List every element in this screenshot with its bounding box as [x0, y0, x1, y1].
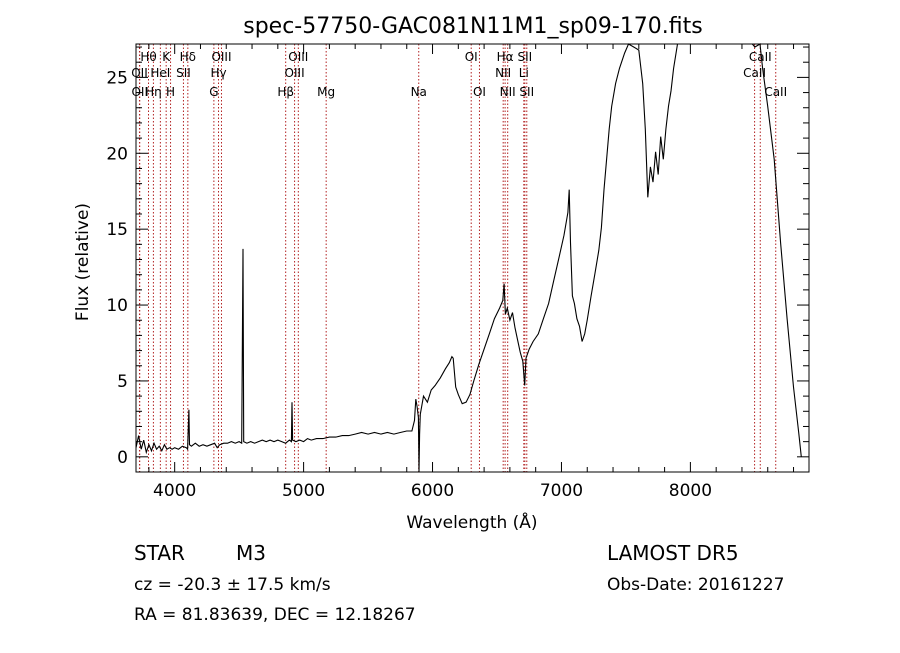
emission-line-label: OIII: [288, 50, 308, 64]
emission-line-label: Hβ: [277, 85, 294, 99]
emission-line-label: Mg: [317, 85, 335, 99]
emission-line-label: Na: [411, 85, 427, 99]
y-tick-label: 20: [106, 144, 128, 164]
emission-line-label: HeI: [150, 66, 170, 80]
y-tick-label: 0: [117, 448, 128, 468]
x-tick-label: 7000: [540, 481, 583, 501]
x-tick-label: 5000: [282, 481, 325, 501]
emission-line-label: Li: [519, 66, 529, 80]
emission-line-label: CaII: [764, 85, 787, 99]
survey-name: LAMOST DR5: [607, 541, 739, 565]
emission-line-label: NII: [495, 66, 511, 80]
object-subclass: M3: [236, 541, 266, 565]
y-tick-label: 5: [117, 372, 128, 392]
y-axis-label: Flux (relative): [73, 203, 93, 321]
emission-line-label: OII: [131, 66, 148, 80]
emission-line-label: K: [162, 50, 171, 64]
emission-line-label: NII: [500, 85, 516, 99]
x-axis-label: Wavelength (Å): [406, 511, 537, 533]
object-class: STAR: [134, 541, 185, 565]
emission-line-label: SII: [517, 50, 532, 64]
y-axis-ticks: 0 5 10 15 20 25: [106, 46, 809, 468]
emission-line-label: Hθ: [140, 50, 156, 64]
x-axis-ticks: 4000 5000 6000 7000 8000: [148, 44, 795, 501]
x-tick-label: 8000: [669, 481, 712, 501]
y-tick-label: 10: [106, 296, 128, 316]
emission-line-label: Hη: [145, 85, 162, 99]
y-tick-label: 25: [106, 68, 128, 88]
y-tick-label: 15: [106, 220, 128, 240]
emission-line-label: OIII: [211, 50, 231, 64]
x-tick-label: 4000: [153, 481, 196, 501]
chart-title: spec-57750-GAC081N11M1_sp09-170.fits: [243, 14, 703, 39]
emission-line-label: CaII: [743, 66, 766, 80]
plot-frame: [135, 43, 810, 473]
emission-line-label: Hγ: [210, 66, 226, 80]
x-tick-label: 6000: [411, 481, 454, 501]
emission-line-label: OIII: [285, 66, 305, 80]
observation-date: Obs-Date: 20161227: [607, 575, 784, 595]
emission-line-label: OI: [473, 85, 486, 99]
emission-line-label: SII: [519, 85, 534, 99]
spectrum-line: [135, 43, 802, 473]
emission-line-label: CaII: [749, 50, 772, 64]
redshift-value: cz = -20.3 ± 17.5 km/s: [134, 575, 331, 595]
emission-line-label: Hδ: [180, 50, 196, 64]
emission-line-label: SII: [176, 66, 191, 80]
emission-line-markers: [138, 44, 777, 472]
emission-line-label: H: [166, 85, 175, 99]
emission-line-label: Hα: [497, 50, 514, 64]
sky-coordinates: RA = 81.83639, DEC = 12.18267: [134, 605, 416, 625]
emission-line-label: OI: [465, 50, 478, 64]
emission-line-label: G: [209, 85, 218, 99]
